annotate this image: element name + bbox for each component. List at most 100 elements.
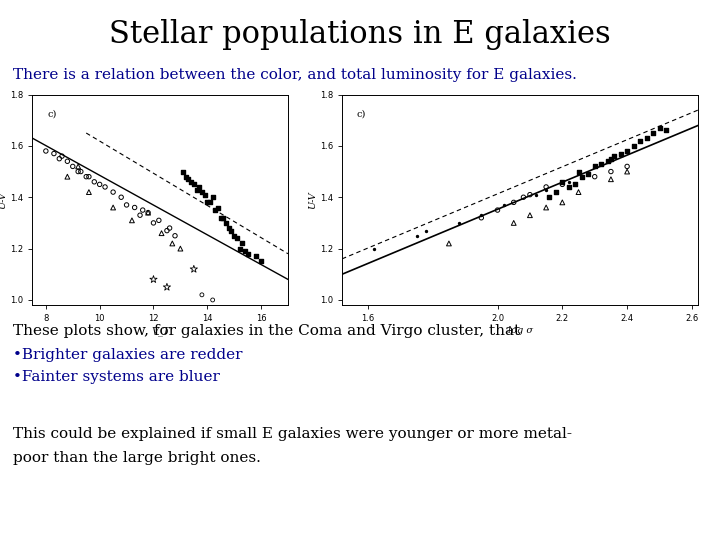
Point xyxy=(544,193,555,201)
Point xyxy=(53,154,65,163)
Point xyxy=(475,211,487,220)
Point xyxy=(40,147,52,156)
Point xyxy=(576,172,588,181)
Point xyxy=(628,141,639,150)
Point xyxy=(194,183,205,191)
Point xyxy=(148,275,159,284)
Point xyxy=(62,157,73,166)
Point xyxy=(250,252,261,261)
Point xyxy=(605,167,616,176)
Point xyxy=(207,193,218,201)
Point xyxy=(126,216,138,225)
Point xyxy=(156,229,167,238)
Point xyxy=(492,206,503,214)
Point xyxy=(89,178,100,186)
Point xyxy=(557,198,568,207)
Point xyxy=(557,178,568,186)
Y-axis label: U-V: U-V xyxy=(308,191,317,208)
Point xyxy=(540,183,552,191)
Point xyxy=(550,188,562,197)
Point xyxy=(234,244,246,253)
Point xyxy=(602,157,613,166)
Point xyxy=(81,172,92,181)
Text: This could be explained if small E galaxies were younger or more metal-: This could be explained if small E galax… xyxy=(13,427,572,441)
Y-axis label: U-V: U-V xyxy=(0,191,7,208)
Point xyxy=(202,198,213,207)
Point xyxy=(177,167,189,176)
Point xyxy=(239,247,251,255)
Text: These plots show, for galaxies in the Coma and Virgo cluster, that: These plots show, for galaxies in the Co… xyxy=(13,324,520,338)
Point xyxy=(498,201,510,210)
Text: c): c) xyxy=(356,109,366,118)
Point xyxy=(660,126,672,135)
Point xyxy=(204,198,216,207)
Point xyxy=(188,180,199,188)
Point xyxy=(67,162,78,171)
Point xyxy=(73,162,84,171)
Point xyxy=(107,203,119,212)
Point xyxy=(161,283,173,292)
Point xyxy=(563,178,575,186)
Text: There is a relation between the color, and total luminosity for E galaxies.: There is a relation between the color, a… xyxy=(13,68,577,82)
Point xyxy=(475,213,487,222)
Point xyxy=(557,180,568,188)
Point xyxy=(180,172,192,181)
Point xyxy=(207,295,218,304)
Point xyxy=(573,167,585,176)
Point xyxy=(508,219,519,227)
Point xyxy=(99,183,111,191)
Point xyxy=(589,162,600,171)
Point xyxy=(621,167,633,176)
Point xyxy=(73,167,84,176)
Point xyxy=(563,183,575,191)
Point xyxy=(605,154,616,163)
Point xyxy=(524,190,536,199)
Point xyxy=(83,172,94,181)
Point xyxy=(185,178,197,186)
Point xyxy=(166,239,178,248)
Point xyxy=(420,226,432,235)
Point xyxy=(605,175,616,184)
Point xyxy=(524,211,536,220)
Point xyxy=(196,291,207,299)
Point xyxy=(143,208,154,217)
Point xyxy=(654,124,665,132)
Point xyxy=(508,198,519,207)
Point xyxy=(129,203,140,212)
Point xyxy=(540,203,552,212)
Point xyxy=(164,224,176,232)
Point xyxy=(231,234,243,242)
Text: •Brighter galaxies are redder: •Brighter galaxies are redder xyxy=(13,348,243,362)
Point xyxy=(621,147,633,156)
Point xyxy=(199,190,210,199)
Point xyxy=(188,265,199,273)
Point xyxy=(615,149,626,158)
Point xyxy=(217,213,229,222)
Text: Stellar populations in E galaxies: Stellar populations in E galaxies xyxy=(109,19,611,50)
Point xyxy=(256,257,267,266)
Point xyxy=(48,149,60,158)
Point xyxy=(223,224,235,232)
Point xyxy=(589,172,600,181)
Point xyxy=(242,249,253,258)
Point xyxy=(161,226,173,235)
Point xyxy=(83,188,94,197)
Point xyxy=(134,211,145,220)
Point xyxy=(148,219,159,227)
Text: •Fainter systems are bluer: •Fainter systems are bluer xyxy=(13,370,220,384)
X-axis label: log σ: log σ xyxy=(508,326,533,335)
Point xyxy=(153,216,165,225)
Point xyxy=(641,134,652,143)
Point xyxy=(531,190,542,199)
Point xyxy=(191,185,202,194)
Text: c): c) xyxy=(48,109,57,118)
Point xyxy=(647,129,659,137)
Point xyxy=(228,232,240,240)
Point xyxy=(183,175,194,184)
Point xyxy=(210,206,221,214)
Point xyxy=(175,244,186,253)
Point xyxy=(94,180,105,188)
Point xyxy=(369,244,380,253)
Point xyxy=(137,206,148,214)
Point xyxy=(444,239,455,248)
